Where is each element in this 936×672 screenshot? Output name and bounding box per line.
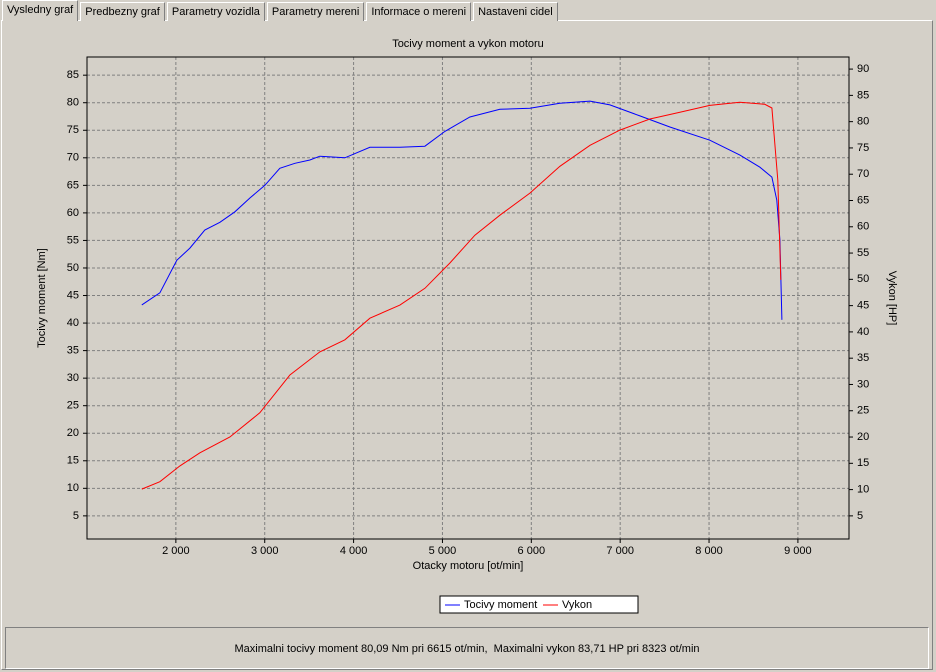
y-tick-label: 15 bbox=[67, 455, 79, 467]
x-tick-label: 5 000 bbox=[429, 545, 457, 557]
chart-title: Tocivy moment a vykon motoru bbox=[392, 38, 544, 50]
y2-tick-label: 55 bbox=[857, 247, 869, 259]
series-line bbox=[141, 101, 782, 490]
y2-tick-label: 15 bbox=[857, 457, 869, 469]
x-tick-label: 9 000 bbox=[784, 545, 812, 557]
y2-tick-label: 90 bbox=[857, 63, 869, 75]
y-tick-label: 85 bbox=[67, 69, 79, 81]
y-tick-label: 70 bbox=[67, 152, 79, 164]
tab-bar: Vysledny graf Predbezny graf Parametry voz… bbox=[2, 0, 560, 21]
y-tick-label: 10 bbox=[67, 482, 79, 494]
y2-tick-label: 75 bbox=[857, 142, 869, 154]
y-tick-label: 40 bbox=[67, 317, 79, 329]
tab[interactable]: Parametry mereni bbox=[266, 2, 365, 21]
y-tick-label: 50 bbox=[67, 262, 79, 274]
tab[interactable]: Nastaveni cidel bbox=[473, 2, 558, 21]
y-axis-label: Tocivy moment [Nm] bbox=[36, 248, 48, 348]
x-tick-label: 6 000 bbox=[518, 545, 546, 557]
legend bbox=[439, 595, 639, 614]
x-tick-label: 3 000 bbox=[251, 545, 279, 557]
x-tick-label: 4 000 bbox=[340, 545, 368, 557]
y2-tick-label: 80 bbox=[857, 116, 869, 128]
chart: Tocivy moment a vykon motoru Otacky moto… bbox=[36, 38, 898, 614]
y2-tick-label: 5 bbox=[857, 510, 863, 522]
tab[interactable]: Predbezny graf bbox=[80, 2, 165, 21]
tab[interactable]: Informace o mereni bbox=[366, 2, 472, 21]
y2-tick-label: 10 bbox=[857, 483, 869, 495]
y-tick-label: 75 bbox=[67, 124, 79, 136]
y2-tick-label: 85 bbox=[857, 89, 869, 101]
status-bar: Maximalni tocivy moment 80,09 Nm pri 661… bbox=[5, 627, 929, 669]
y-tick-label: 55 bbox=[67, 234, 79, 246]
y2-tick-label: 70 bbox=[857, 168, 869, 180]
y-tick-label: 60 bbox=[67, 207, 79, 219]
y-tick-label: 65 bbox=[67, 179, 79, 191]
x-tick-label: 8 000 bbox=[695, 545, 723, 557]
y-tick-label: 25 bbox=[67, 400, 79, 412]
y2-tick-label: 35 bbox=[857, 352, 869, 364]
y2-tick-label: 45 bbox=[857, 300, 869, 312]
y2-tick-label: 60 bbox=[857, 221, 869, 233]
y-tick-label: 30 bbox=[67, 372, 79, 384]
x-tick-label: 2 000 bbox=[162, 545, 190, 557]
x-tick-label: 7 000 bbox=[606, 545, 634, 557]
y2-tick-label: 50 bbox=[857, 273, 869, 285]
y2-tick-label: 25 bbox=[857, 405, 869, 417]
y2-axis-label: Vykon [HP] bbox=[886, 271, 898, 326]
legend-label: Vykon bbox=[562, 599, 592, 611]
y-tick-label: 35 bbox=[67, 345, 79, 357]
y2-tick-label: 65 bbox=[857, 194, 869, 206]
y2-tick-label: 30 bbox=[857, 378, 869, 390]
x-axis-label: Otacky motoru [ot/min] bbox=[413, 560, 524, 572]
y-tick-label: 5 bbox=[73, 510, 79, 522]
tab[interactable]: Vysledny graf bbox=[2, 0, 79, 21]
y-tick-label: 80 bbox=[67, 97, 79, 109]
tab[interactable]: Parametry vozidla bbox=[166, 2, 265, 21]
legend-label: Tocivy moment bbox=[464, 599, 537, 611]
series-line bbox=[141, 100, 783, 320]
plot-frame bbox=[86, 56, 850, 540]
y-tick-label: 45 bbox=[67, 289, 79, 301]
y-tick-label: 20 bbox=[67, 427, 79, 439]
y2-tick-label: 20 bbox=[857, 431, 869, 443]
y2-tick-label: 40 bbox=[857, 326, 869, 338]
